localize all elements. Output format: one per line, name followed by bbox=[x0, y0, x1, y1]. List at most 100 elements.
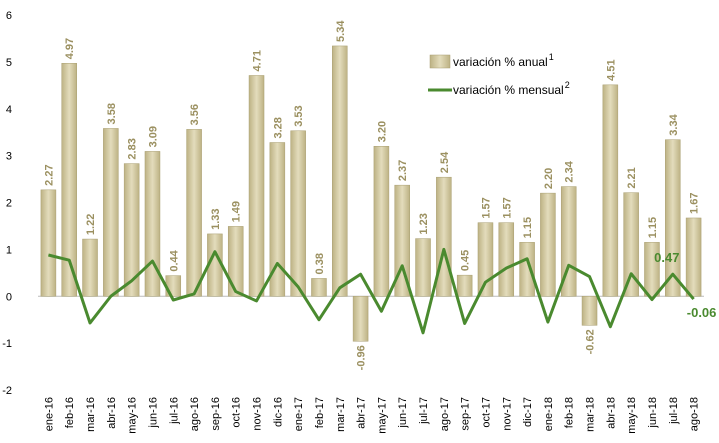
value-label: 1.15 bbox=[647, 217, 659, 238]
bar bbox=[665, 139, 681, 297]
bar bbox=[186, 129, 202, 297]
value-label: -0.96 bbox=[356, 345, 368, 370]
bar bbox=[123, 163, 140, 297]
bar bbox=[61, 63, 77, 297]
x-tick-label: sep-17 bbox=[460, 397, 472, 431]
legend-note: 2 bbox=[565, 80, 570, 90]
y-tick-label: 3 bbox=[6, 151, 12, 163]
bar bbox=[602, 84, 619, 297]
value-label: 0.44 bbox=[168, 249, 180, 271]
x-tick-label: ene-17 bbox=[293, 397, 305, 431]
legend-note: 1 bbox=[549, 52, 554, 62]
line-value-label: 0.47 bbox=[654, 250, 679, 265]
value-label: 1.33 bbox=[210, 208, 222, 229]
x-tick-label: may-16 bbox=[127, 397, 139, 434]
bar bbox=[227, 226, 244, 297]
x-tick-label: ago-18 bbox=[689, 397, 701, 431]
value-label: 0.45 bbox=[460, 250, 472, 271]
line bbox=[48, 247, 695, 335]
bar bbox=[498, 222, 515, 297]
value-label: 3.58 bbox=[106, 103, 118, 124]
x-tick-label: abr-17 bbox=[356, 397, 368, 429]
bar bbox=[644, 242, 660, 297]
x-tick-label: dic-17 bbox=[522, 397, 534, 427]
x-tick-label: abr-18 bbox=[605, 397, 617, 429]
x-tick-label: ene-16 bbox=[43, 397, 55, 431]
value-label: 3.20 bbox=[376, 121, 388, 142]
value-label: 1.67 bbox=[689, 193, 701, 214]
value-label: 2.20 bbox=[543, 168, 555, 189]
x-tick-label: feb-18 bbox=[564, 397, 576, 428]
value-label: 2.37 bbox=[397, 160, 409, 181]
bar bbox=[581, 296, 598, 326]
x-tick-label: jun-16 bbox=[147, 397, 159, 429]
value-label: 1.22 bbox=[85, 214, 97, 235]
x-tick-label: may-17 bbox=[376, 397, 388, 434]
value-label: 1.23 bbox=[418, 213, 430, 234]
x-tick-label: oct-17 bbox=[480, 397, 492, 428]
y-tick-label: 6 bbox=[6, 10, 12, 22]
legend-swatch bbox=[429, 54, 451, 69]
value-label: 4.51 bbox=[605, 59, 617, 80]
bar bbox=[290, 130, 306, 297]
x-tick-label: nov-17 bbox=[501, 397, 513, 431]
y-tick-label: 4 bbox=[6, 104, 12, 116]
value-label: 2.54 bbox=[439, 151, 451, 173]
value-label: 4.97 bbox=[64, 38, 76, 59]
legend-label: variación % mensual bbox=[453, 83, 564, 97]
x-tick-label: jun-18 bbox=[647, 397, 659, 429]
x-tick-label: sep-16 bbox=[210, 397, 222, 431]
bar bbox=[415, 238, 431, 297]
bar bbox=[456, 274, 473, 297]
x-tick-label: feb-16 bbox=[64, 397, 76, 428]
bar bbox=[685, 217, 702, 297]
x-tick-label: ene-18 bbox=[543, 397, 555, 431]
bar bbox=[311, 278, 327, 297]
value-label: 2.83 bbox=[127, 138, 139, 159]
bar bbox=[373, 146, 390, 297]
line-value-label: -0.06 bbox=[687, 305, 717, 320]
bar bbox=[269, 142, 286, 297]
x-tick-label: ago-16 bbox=[189, 397, 201, 431]
legend-label: variación % anual bbox=[453, 55, 548, 69]
bar bbox=[352, 296, 369, 342]
value-label: 3.34 bbox=[668, 113, 680, 135]
value-label: 5.34 bbox=[335, 20, 347, 42]
value-label: 1.49 bbox=[231, 201, 243, 222]
x-tick-label: jul-18 bbox=[668, 397, 680, 425]
x-tick-label: may-18 bbox=[626, 397, 638, 434]
bar bbox=[394, 184, 410, 297]
bar bbox=[623, 192, 639, 297]
x-tick-label: oct-16 bbox=[231, 397, 243, 428]
bar bbox=[519, 242, 535, 297]
bar bbox=[103, 128, 119, 297]
value-label: 2.27 bbox=[43, 164, 55, 185]
value-label: 3.09 bbox=[147, 126, 159, 147]
bar bbox=[540, 192, 556, 297]
value-label: 2.21 bbox=[626, 167, 638, 188]
x-tick-label: jul-16 bbox=[168, 397, 180, 425]
value-label: 1.57 bbox=[501, 197, 513, 218]
value-label: 2.34 bbox=[564, 160, 576, 182]
value-label: 3.56 bbox=[189, 104, 201, 125]
value-label: 1.57 bbox=[480, 197, 492, 218]
value-label: 3.28 bbox=[272, 117, 284, 138]
bar bbox=[436, 176, 452, 297]
x-tick-label: nov-16 bbox=[252, 397, 264, 431]
value-label: 1.15 bbox=[522, 217, 534, 238]
x-tick-label: dic-16 bbox=[272, 397, 284, 427]
x-tick-label: jul-17 bbox=[418, 397, 430, 425]
value-label: 4.71 bbox=[252, 50, 264, 71]
value-label: 3.53 bbox=[293, 105, 305, 126]
x-tick-label: mar-16 bbox=[85, 397, 97, 432]
value-label: -0.62 bbox=[585, 329, 597, 354]
x-tick-label: mar-17 bbox=[335, 397, 347, 432]
bar bbox=[144, 151, 161, 297]
x-tick-label: jun-17 bbox=[397, 397, 409, 429]
y-tick-label: 0 bbox=[6, 291, 12, 303]
bar bbox=[332, 45, 348, 297]
x-tick-label: mar-18 bbox=[585, 397, 597, 432]
value-label: 0.38 bbox=[314, 253, 326, 274]
y-tick-label: 2 bbox=[6, 198, 12, 210]
